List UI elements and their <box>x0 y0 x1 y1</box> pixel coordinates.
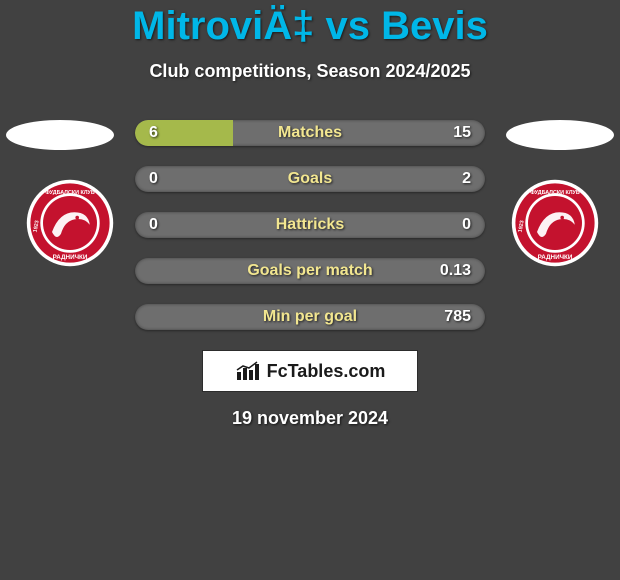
bar-value-right: 0 <box>462 212 471 238</box>
date-text: 19 november 2024 <box>0 408 620 429</box>
svg-text:ФУДБАЛСКИ КЛУБ: ФУДБАЛСКИ КЛУБ <box>45 190 95 196</box>
svg-text:РАДНИЧКИ: РАДНИЧКИ <box>538 254 573 261</box>
bar-label: Goals <box>135 166 485 192</box>
stat-bar: 0Hattricks0 <box>135 212 485 238</box>
page-title: MitroviÄ‡ vs Bevis <box>0 0 620 49</box>
stat-bar: 6Matches15 <box>135 120 485 146</box>
brand-box: FcTables.com <box>202 350 418 392</box>
brand-text: FcTables.com <box>267 361 386 382</box>
stat-bar: 0Goals2 <box>135 166 485 192</box>
ellipse-bg-left <box>6 120 114 150</box>
club-crest-left: ФУДБАЛСКИ КЛУБ РАДНИЧКИ 1923 <box>20 178 120 268</box>
bar-value-right: 2 <box>462 166 471 192</box>
bar-label: Goals per match <box>135 258 485 284</box>
brand-chart-icon <box>235 360 261 382</box>
svg-text:ФУДБАЛСКИ КЛУБ: ФУДБАЛСКИ КЛУБ <box>530 190 580 196</box>
bar-label: Matches <box>135 120 485 146</box>
bar-value-right: 15 <box>453 120 471 146</box>
club-crest-right: ФУДБАЛСКИ КЛУБ РАДНИЧКИ 1923 <box>510 178 600 268</box>
subtitle: Club competitions, Season 2024/2025 <box>0 61 620 82</box>
bar-label: Hattricks <box>135 212 485 238</box>
bar-value-right: 0.13 <box>440 258 471 284</box>
bar-value-right: 785 <box>444 304 471 330</box>
ellipse-bg-right <box>506 120 614 150</box>
stat-bar: Goals per match0.13 <box>135 258 485 284</box>
stat-bar: Min per goal785 <box>135 304 485 330</box>
stat-bars: 6Matches150Goals20Hattricks0Goals per ma… <box>135 120 485 350</box>
bar-label: Min per goal <box>135 304 485 330</box>
svg-text:РАДНИЧКИ: РАДНИЧКИ <box>53 254 88 261</box>
